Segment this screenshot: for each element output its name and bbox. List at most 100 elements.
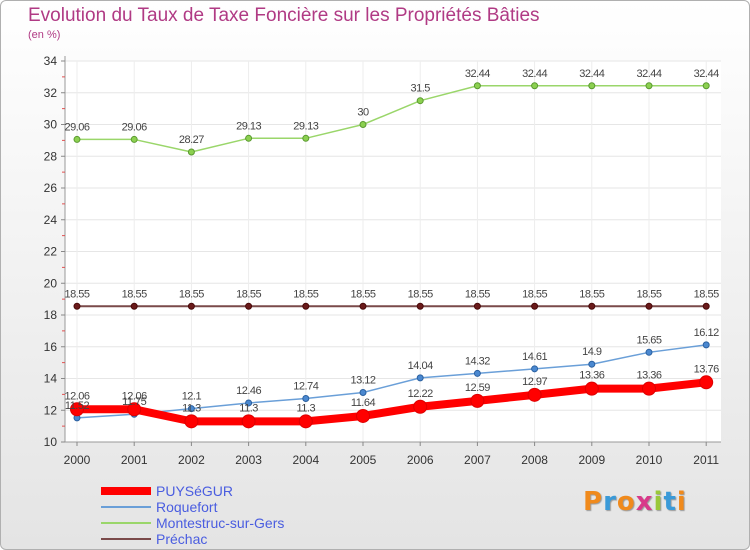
x-tick-label: 2009	[578, 453, 605, 467]
chart-title: Evolution du Taux de Taxe Foncière sur l…	[28, 5, 540, 26]
data-point	[470, 393, 485, 408]
data-label: 15.65	[636, 334, 661, 346]
data-point	[531, 302, 539, 310]
data-label: 12.06	[64, 390, 89, 402]
y-axis-unit: (en %)	[28, 29, 61, 41]
x-tick-label: 2010	[636, 453, 663, 467]
data-label: 32.44	[522, 68, 547, 80]
data-point	[127, 402, 142, 417]
legend-label: Préchac	[156, 531, 208, 547]
y-tick-label: 32	[44, 86, 58, 100]
data-point	[184, 414, 199, 429]
data-point	[245, 302, 253, 310]
data-label: 14.32	[465, 355, 490, 367]
y-tick-label: 18	[44, 308, 58, 322]
y-tick-label: 30	[44, 118, 58, 132]
proxiti-logo: Proxiti	[583, 487, 687, 517]
x-tick-label: 2004	[292, 453, 319, 467]
data-point	[473, 302, 481, 310]
data-point	[302, 134, 310, 142]
data-label: 30	[357, 107, 369, 119]
data-label: 14.61	[522, 351, 547, 363]
data-label: 18.55	[694, 288, 719, 300]
data-label: 13.12	[350, 374, 375, 386]
data-point	[187, 405, 195, 413]
series-line	[76, 344, 707, 419]
data-point	[416, 302, 424, 310]
logo-letter: t	[663, 487, 677, 517]
data-label: 18.55	[350, 288, 375, 300]
logo-letter: P	[583, 487, 604, 517]
data-label: 32.44	[636, 68, 661, 80]
data-point	[241, 414, 256, 429]
data-label: 11.3	[239, 402, 258, 414]
data-label: 18.55	[636, 288, 661, 300]
data-point	[70, 402, 84, 417]
data-label: 12.22	[408, 388, 433, 400]
data-label: 13.36	[636, 370, 661, 382]
data-point	[416, 374, 424, 382]
line-chart: 10 12 14 16 18 20 22 24 26 28 30 32 34 2000 2001 2002 20…	[44, 54, 721, 467]
data-point	[413, 399, 428, 414]
data-point	[359, 388, 367, 396]
y-tick-label: 20	[44, 276, 58, 290]
data-label: 16.12	[694, 327, 719, 339]
logo-letter: i	[653, 487, 664, 517]
x-tick-label: 2005	[350, 453, 377, 467]
data-point	[356, 408, 370, 423]
data-point	[584, 381, 599, 396]
data-point	[699, 375, 714, 390]
data-label: 14.9	[582, 346, 602, 358]
data-point	[130, 135, 138, 143]
x-tick-label: 2003	[235, 453, 262, 467]
data-point	[588, 82, 596, 90]
data-label: 18.55	[579, 288, 604, 300]
data-label: 11.75	[122, 396, 147, 408]
data-point	[73, 135, 81, 143]
data-label: 11.3	[297, 402, 316, 414]
data-point	[416, 97, 424, 105]
data-point	[642, 381, 656, 396]
y-tick-label: 34	[44, 54, 58, 68]
data-point	[187, 148, 195, 156]
data-point	[298, 414, 313, 429]
y-tick-label: 28	[44, 149, 58, 163]
data-point	[359, 121, 367, 128]
y-tick-label: 14	[44, 372, 58, 386]
logo-letter: o	[616, 487, 636, 517]
data-label: 18.55	[122, 288, 147, 300]
data-label: 18.55	[64, 288, 89, 300]
data-label: 29.13	[293, 120, 318, 132]
data-point	[531, 365, 539, 373]
data-label: 11.3	[182, 402, 201, 414]
data-point	[588, 360, 596, 368]
data-label: 11.52	[65, 400, 90, 412]
data-label: 11.64	[351, 397, 376, 409]
x-tick-label: 2002	[178, 453, 205, 467]
series-line	[77, 85, 707, 153]
y-tick-label: 16	[44, 340, 58, 354]
data-label: 18.55	[522, 288, 547, 300]
data-label: 12.1	[182, 391, 202, 403]
data-point	[702, 302, 710, 310]
data-point	[73, 302, 81, 310]
data-point	[531, 82, 539, 90]
data-label: 12.06	[122, 390, 147, 402]
data-label: 12.59	[465, 382, 490, 394]
data-point	[302, 302, 310, 310]
x-tick-label: 2008	[521, 453, 548, 467]
legend-swatch	[101, 522, 151, 524]
data-label: 18.55	[408, 288, 433, 300]
data-label: 28.27	[179, 134, 204, 146]
data-point	[645, 302, 653, 310]
data-point	[645, 82, 653, 90]
data-label: 18.55	[179, 288, 204, 300]
data-label: 29.13	[236, 120, 261, 132]
data-point	[527, 387, 542, 402]
data-point	[359, 302, 367, 310]
series-line	[77, 378, 707, 426]
data-point	[302, 395, 310, 403]
logo-letter: i	[676, 487, 687, 517]
legend-label: Roquefort	[156, 499, 218, 515]
